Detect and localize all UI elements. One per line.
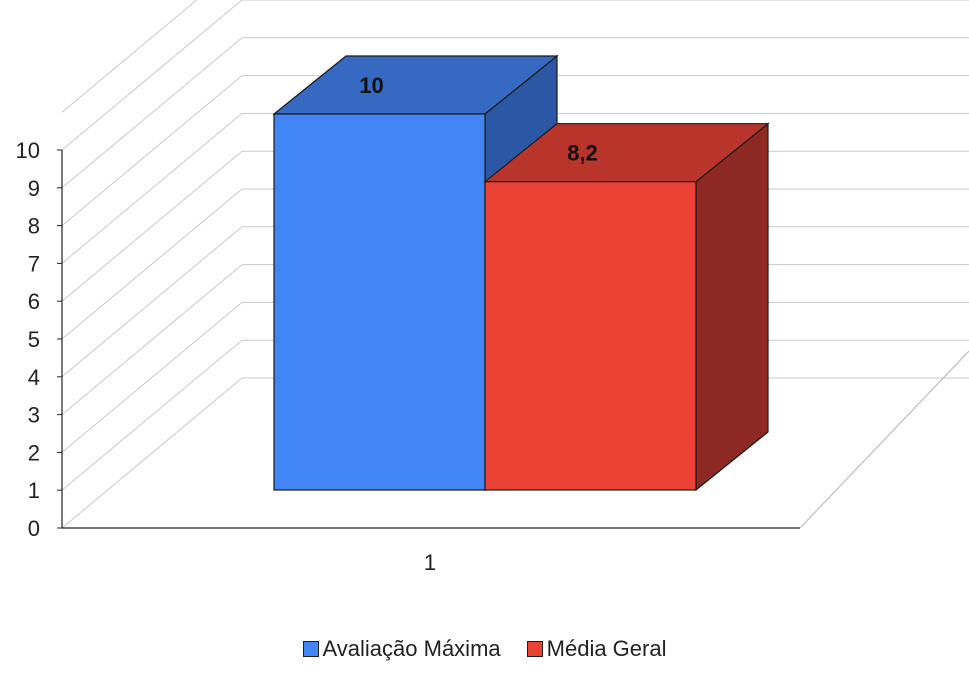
- y-tick-label: 6: [28, 289, 40, 314]
- data-label: 8,2: [567, 141, 598, 166]
- gridline-diagonal: [61, 188, 243, 340]
- legend-item-media-geral: Média Geral: [526, 636, 667, 662]
- bar-front-face: [484, 181, 697, 491]
- bar-side-face: [695, 122, 769, 492]
- gridline-diagonal: [61, 264, 243, 415]
- gridline-diagonal: [61, 37, 243, 189]
- floor-left-edge: [61, 377, 243, 529]
- bars: [272, 54, 770, 492]
- legend-item-avaliacao-maxima: Avaliação Máxima: [302, 636, 501, 662]
- gridline-diagonal: [61, 113, 243, 264]
- legend: Avaliação Máxima Média Geral: [0, 636, 969, 662]
- axes: [57, 149, 800, 529]
- gridline-diagonal: [61, 302, 243, 453]
- gridline-diagonal: [61, 226, 243, 378]
- y-tick-label: 1: [28, 478, 40, 503]
- legend-swatch-red: [526, 641, 543, 657]
- data-labels: 108,2: [359, 73, 598, 166]
- y-tick-label: 9: [28, 176, 40, 201]
- data-label: 10: [359, 73, 383, 98]
- gridline-diagonal: [61, 0, 198, 113]
- y-tick-label: 3: [28, 403, 40, 428]
- y-tick-label: 5: [28, 327, 40, 352]
- legend-label: Avaliação Máxima: [322, 636, 501, 661]
- legend-swatch-blue: [302, 641, 319, 657]
- y-tick-label: 4: [28, 365, 40, 390]
- bar-front-face: [273, 113, 486, 491]
- y-tick-label: 7: [28, 251, 40, 276]
- gridline-diagonal: [61, 150, 243, 302]
- bar-1: [483, 122, 770, 492]
- y-tick-label: 2: [28, 440, 40, 465]
- floor-right-edge: [799, 350, 969, 529]
- y-tick-labels: 0 1 2 3 4 5 6 7 8 9 10: [16, 138, 40, 541]
- gridline-diagonal: [61, 0, 243, 151]
- y-tick-label: 8: [28, 214, 40, 239]
- y-tick-label: 0: [28, 516, 40, 541]
- gridline-diagonal: [61, 339, 243, 491]
- gridline-diagonal: [61, 75, 243, 226]
- x-tick-label: 1: [424, 550, 436, 575]
- y-tick-label: 10: [16, 138, 40, 163]
- legend-label: Média Geral: [546, 636, 667, 661]
